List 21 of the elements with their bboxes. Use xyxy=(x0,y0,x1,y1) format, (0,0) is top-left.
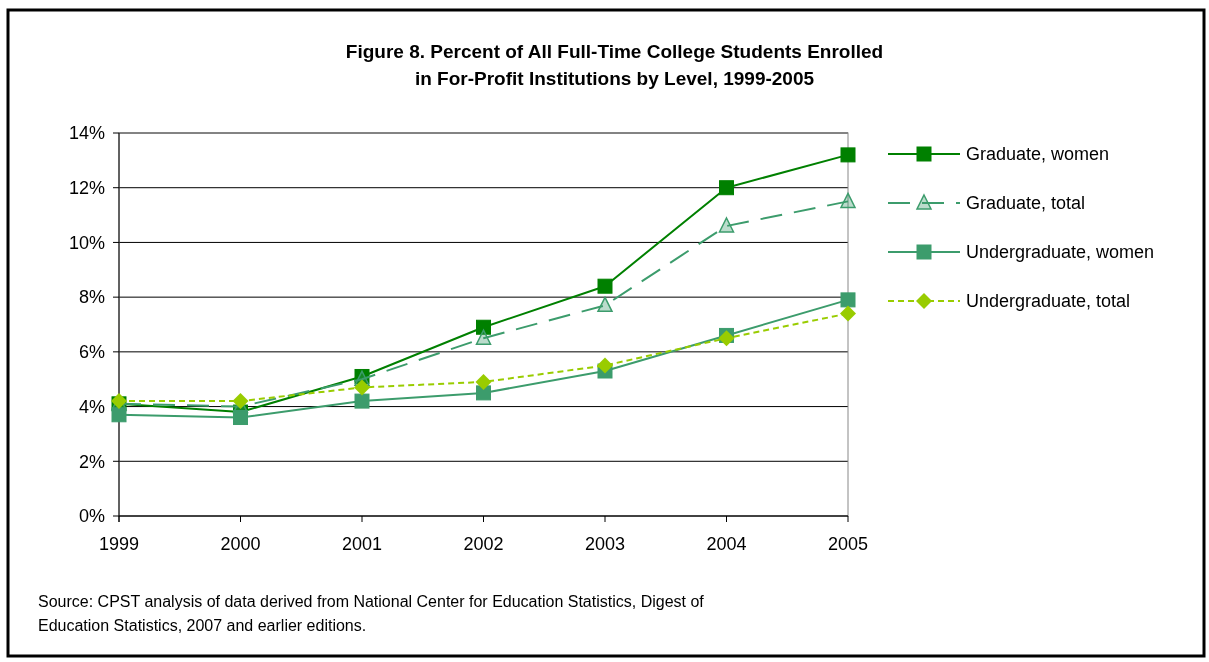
y-tick-label: 8% xyxy=(78,287,105,308)
y-tick-label: 4% xyxy=(78,396,105,417)
x-tick-label: 2004 xyxy=(706,534,747,554)
y-tick-label: 10% xyxy=(68,232,105,253)
x-tick-label: 2003 xyxy=(584,534,626,554)
x-tick-label: 2005 xyxy=(827,534,869,554)
legend-label: Undergraduate, total xyxy=(966,291,1131,312)
source-note: Source: CPST analysis of data derived from National Center for Education Statistics, Digest of Education Statistics, 2007 and earlier editions. xyxy=(38,593,705,634)
y-tick-label: 0% xyxy=(78,506,105,527)
x-tick-label: 2001 xyxy=(341,534,383,554)
x-tick-label: 2000 xyxy=(220,534,261,554)
legend-label: Graduate, women xyxy=(966,144,1110,165)
x-tick-label: 2002 xyxy=(463,534,504,554)
chart-title: Figure 8. Percent of All Full-Time College Students Enrolled in For-Profit Institutions by Level, 1999-2005 xyxy=(345,41,884,89)
y-tick-label: 12% xyxy=(68,178,105,199)
legend-label: Graduate, total xyxy=(966,193,1086,214)
x-tick-label: 1999 xyxy=(98,534,140,554)
y-tick-label: 6% xyxy=(78,342,105,363)
legend-label: Undergraduate, women xyxy=(966,242,1155,263)
y-tick-label: 14% xyxy=(68,123,105,144)
y-tick-label: 2% xyxy=(78,451,105,472)
